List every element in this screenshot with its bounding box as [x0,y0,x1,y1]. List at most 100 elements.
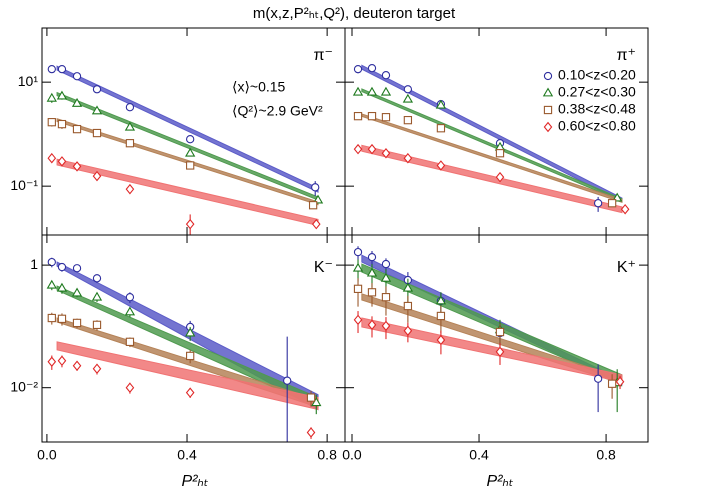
x-axis-label: P²ₕₜ [181,473,208,490]
data-point [366,267,378,277]
data-point [92,320,102,330]
data-point [306,393,316,402]
data-point [381,320,391,332]
data-point [311,183,320,192]
data-point [57,355,67,367]
fit-band [56,65,319,193]
data-point [72,264,82,273]
data-point [57,156,67,167]
data-point [56,282,68,292]
panel [352,63,630,215]
data-point [57,119,67,129]
x-tick-label: 0.0 [37,447,57,463]
data-point [46,279,57,289]
data-point [57,64,67,74]
legend-label: 0.60<z<0.80 [558,118,636,134]
data-point [71,287,83,297]
y-tick-label: 1 [30,256,38,272]
data-point [352,86,364,96]
legend-item: 0.10<z<0.20 [543,67,636,83]
data-point [435,99,447,109]
data-point [366,86,378,96]
data-point [185,147,196,157]
data-point [125,293,135,302]
data-point [381,259,391,269]
fit-band [56,341,319,411]
data-point [615,376,625,388]
legend-label: 0.10<z<0.20 [558,67,636,83]
data-point [72,124,82,134]
data-point [124,121,136,131]
data-point [57,262,67,272]
data-point [283,376,292,385]
y-tick-label: 10⁻¹ [10,177,38,193]
data-point [403,115,413,125]
legend-marker [543,121,553,133]
legend-item: 0.60<z<0.80 [543,118,636,134]
chart-title: m(x,z,P²ₕₜ,Q²), deuteron target [253,5,456,22]
data-point [185,327,196,337]
data-point [91,291,103,301]
data-point [380,86,392,96]
x-tick-label: 0.4 [469,447,489,463]
data-point [91,105,103,115]
data-point [495,327,505,337]
legend-label: 0.27<z<0.30 [558,84,636,100]
data-point [402,282,414,292]
data-point [593,374,603,383]
data-point [47,152,57,164]
data-point [47,118,56,127]
data-point [403,152,413,164]
data-point [72,161,82,172]
data-point [92,170,102,182]
y-tick-label: 10⁻² [10,378,38,394]
data-point [380,272,392,282]
y-tick-label: 10¹ [18,73,39,89]
data-point [47,313,56,323]
data-point [495,149,505,158]
data-point [381,71,391,80]
data-point [353,314,363,326]
data-point [436,160,446,171]
data-point [92,363,102,374]
x-tick-label: 0.8 [317,447,337,463]
legend-label: 0.38<z<0.48 [558,101,636,117]
panel [46,64,324,235]
data-point [92,274,102,283]
data-point [125,103,135,112]
x-tick-label: 0.4 [177,447,197,463]
data-point [92,128,102,138]
annotation: ⟨x⟩~0.15 [232,79,286,95]
data-point [46,92,57,102]
legend-item: 0.27<z<0.30 [542,84,636,100]
data-point [367,319,377,331]
x-tick-label: 0.8 [596,447,616,463]
data-point [72,318,82,328]
data-point [311,218,321,230]
legend-marker [542,87,554,97]
data-point [71,97,83,107]
data-point [47,64,56,74]
data-point [186,135,195,144]
legend-item: 0.38<z<0.48 [543,101,636,117]
data-point [124,306,136,316]
data-point [57,314,67,323]
data-point [125,337,135,346]
panel-label: π⁻ [314,47,333,64]
data-point [403,85,413,94]
data-point [72,72,82,81]
panel-label: K⁺ [617,259,636,276]
data-point [381,113,391,122]
data-point [607,379,617,388]
data-point [402,93,414,103]
data-point [367,143,377,155]
data-point [353,247,363,257]
data-point [436,311,446,321]
annotation: ⟨Q²⟩~2.9 GeV² [232,103,323,119]
data-point [353,64,363,74]
data-point [306,427,316,438]
data-point [367,252,377,262]
data-point [185,387,195,398]
panel [46,257,322,442]
